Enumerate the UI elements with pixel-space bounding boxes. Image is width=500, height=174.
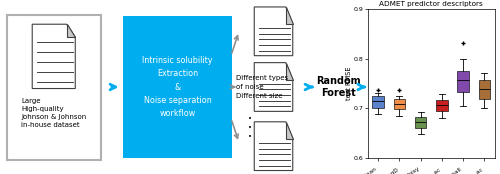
Title: ADMET predictor descriptors: ADMET predictor descriptors <box>380 1 483 7</box>
Text: Intrinsic solubility
Extraction
&
Noise separation
workflow: Intrinsic solubility Extraction & Noise … <box>142 56 213 118</box>
Polygon shape <box>32 24 76 89</box>
PathPatch shape <box>372 96 384 108</box>
Polygon shape <box>286 122 293 139</box>
Polygon shape <box>254 122 293 171</box>
Text: •: • <box>248 134 252 140</box>
Text: Random
Forest: Random Forest <box>316 76 361 98</box>
Polygon shape <box>286 7 293 24</box>
FancyBboxPatch shape <box>6 15 101 160</box>
FancyBboxPatch shape <box>119 11 236 163</box>
PathPatch shape <box>436 100 448 111</box>
PathPatch shape <box>478 80 490 100</box>
PathPatch shape <box>394 100 405 109</box>
Text: Different types
of noise
Different size: Different types of noise Different size <box>236 75 288 99</box>
Y-axis label: test RMSE: test RMSE <box>346 67 352 100</box>
Polygon shape <box>286 63 293 80</box>
Text: •: • <box>248 116 252 122</box>
PathPatch shape <box>458 71 469 93</box>
Polygon shape <box>254 7 293 56</box>
Polygon shape <box>66 24 76 37</box>
Text: Large
High-quality
Johnson & Johnson
in-house dataset: Large High-quality Johnson & Johnson in-… <box>21 98 86 128</box>
PathPatch shape <box>415 117 426 128</box>
Text: •: • <box>248 125 252 131</box>
Polygon shape <box>254 63 293 111</box>
